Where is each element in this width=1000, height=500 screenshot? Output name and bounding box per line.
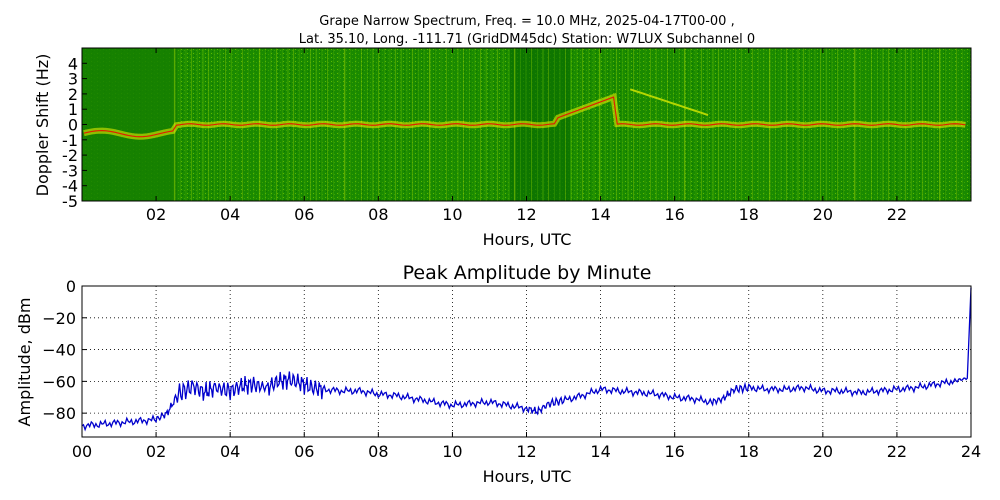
amplitude-x-tick-label: 00 (72, 442, 92, 461)
spectrum-x-tick-label: 22 (887, 205, 907, 224)
spectrum-x-tick-label: 16 (664, 205, 684, 224)
amplitude-x-tick-label: 06 (294, 442, 314, 461)
spectrum-y-tick-label: 1 (68, 100, 78, 119)
spectrum-y-tick-label: 2 (68, 85, 78, 104)
amplitude-x-axis-label: Hours, UTC (483, 467, 572, 486)
spectrum-y-tick-label: -4 (62, 177, 78, 196)
spectrum-signal-traces (83, 88, 966, 140)
amplitude-y-tick-label: −20 (42, 309, 76, 328)
amplitude-y-ticks: 0 −20 −40 −60 −80 (42, 277, 87, 423)
spectrum-x-tick-label: 02 (146, 205, 166, 224)
spectrum-title-line2: Lat. 35.10, Long. -111.71 (GridDM45dc) S… (299, 32, 755, 47)
amplitude-y-tick-label: −40 (42, 341, 76, 360)
amplitude-x-tick-label: 18 (739, 442, 759, 461)
amplitude-title: Peak Amplitude by Minute (403, 262, 652, 284)
amplitude-x-tick-label: 16 (664, 442, 684, 461)
spectrum-y-tick-label: 0 (68, 116, 78, 135)
amplitude-plot-area (82, 286, 971, 437)
spectrum-x-tick-label: 20 (813, 205, 833, 224)
peak-amplitude-plot: Peak Amplitude by Minute 00 02 04 06 08 10 12 1… (15, 262, 981, 486)
spectrum-x-tick-label: 14 (590, 205, 610, 224)
spectrum-x-tick-label: 06 (294, 205, 314, 224)
spectrum-y-tick-label: -2 (62, 146, 78, 165)
amplitude-x-tick-label: 22 (887, 442, 907, 461)
spectrum-x-axis-label: Hours, UTC (483, 230, 572, 249)
amplitude-x-tick-label: 14 (590, 442, 610, 461)
amplitude-y-axis-label: Amplitude, dBm (15, 298, 34, 427)
spectrum-x-tick-label: 04 (220, 205, 240, 224)
amplitude-x-tick-label: 24 (961, 442, 981, 461)
spectrum-x-tick-label: 18 (739, 205, 759, 224)
doppler-spectrum-plot: Grape Narrow Spectrum, Freq. = 10.0 MHz,… (33, 14, 972, 249)
spectrum-y-tick-label: 4 (68, 54, 78, 73)
amplitude-grid (82, 286, 971, 437)
spectrum-y-tick-label: -3 (62, 161, 78, 180)
amplitude-x-tick-label: 20 (813, 442, 833, 461)
amplitude-y-tick-label: −80 (42, 404, 76, 423)
amplitude-x-ticks: 00 02 04 06 08 10 12 14 16 18 20 22 24 (72, 432, 981, 461)
spectrum-title-line1: Grape Narrow Spectrum, Freq. = 10.0 MHz,… (319, 14, 734, 29)
amplitude-x-tick-label: 04 (220, 442, 240, 461)
spectrum-x-tick-label: 10 (442, 205, 462, 224)
spectrum-x-tick-label: 12 (516, 205, 536, 224)
spectrum-y-axis-label: Doppler Shift (Hz) (33, 54, 52, 197)
amplitude-x-tick-label: 08 (368, 442, 388, 461)
amplitude-y-tick-label: −60 (42, 372, 76, 391)
spectrum-x-ticks: 02 04 06 08 10 12 14 16 18 20 22 (146, 48, 907, 224)
spectrum-y-tick-label: -5 (62, 192, 78, 211)
amplitude-x-tick-label: 10 (442, 442, 462, 461)
spectrum-secondary-trace (629, 88, 709, 116)
spectrum-x-tick-label: 08 (368, 205, 388, 224)
amplitude-series-line (81, 287, 972, 432)
amplitude-x-tick-label: 02 (146, 442, 166, 461)
spectrum-signal-peak (83, 96, 966, 138)
spectrum-y-tick-label: -1 (62, 131, 78, 150)
spectrum-quiet-region (82, 48, 177, 201)
amplitude-y-tick-label: 0 (66, 277, 76, 296)
amplitude-x-tick-label: 12 (516, 442, 536, 461)
spectrum-y-tick-label: 3 (68, 70, 78, 89)
